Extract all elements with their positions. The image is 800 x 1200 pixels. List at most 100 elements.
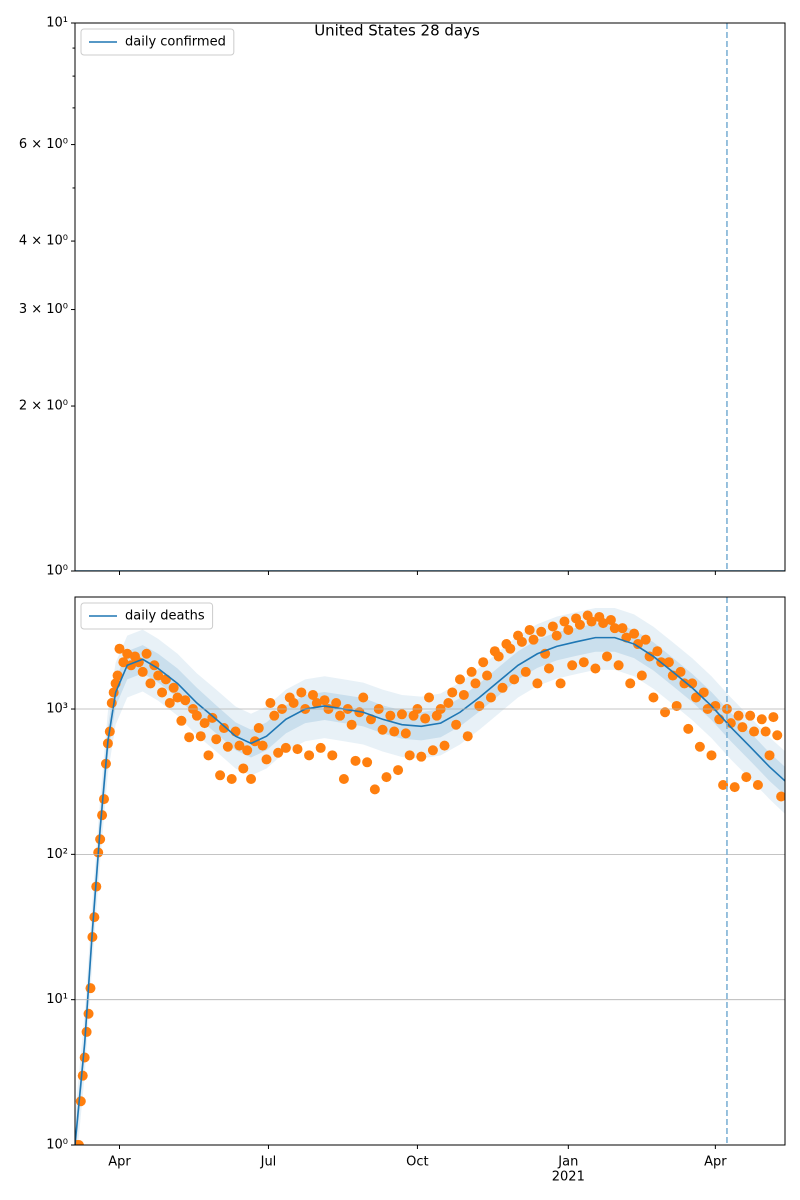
observed-point <box>454 674 465 685</box>
observed-point <box>706 750 717 761</box>
observed-point <box>609 623 620 634</box>
observed-point <box>358 692 369 703</box>
observed-point <box>315 742 326 753</box>
observed-point <box>180 695 191 706</box>
observed-point <box>439 740 450 751</box>
observed-point <box>238 763 249 774</box>
observed-point <box>629 628 640 639</box>
observed-point <box>369 784 380 795</box>
axes-frame <box>74 596 786 1146</box>
observed-point <box>118 657 129 668</box>
observed-point <box>617 623 628 634</box>
observed-point <box>749 726 760 737</box>
observed-point <box>586 616 597 627</box>
observed-point <box>195 731 206 742</box>
observed-point <box>752 780 763 791</box>
observed-point <box>532 678 543 689</box>
observed-point <box>141 648 152 659</box>
observed-point <box>396 709 407 720</box>
observed-point <box>304 750 315 761</box>
y-tick-label: 10² <box>46 847 68 862</box>
observed-point <box>81 1026 92 1037</box>
observed-point <box>447 687 458 698</box>
observed-point <box>493 651 504 662</box>
observed-point <box>261 754 272 765</box>
observed-point <box>257 740 268 751</box>
observed-point <box>660 707 671 718</box>
observed-point <box>222 741 233 752</box>
observed-point <box>184 732 195 743</box>
observed-point <box>246 773 257 784</box>
observed-point <box>79 1052 90 1063</box>
observed-point <box>393 765 404 776</box>
x-tick-label: Oct <box>406 1155 428 1170</box>
observed-point <box>207 712 218 723</box>
observed-point <box>404 750 415 761</box>
observed-point <box>625 678 636 689</box>
observed-point <box>478 657 489 668</box>
observed-point <box>605 614 616 625</box>
observed-point <box>164 698 175 709</box>
observed-point <box>474 700 485 711</box>
observed-point <box>559 616 570 627</box>
observed-point <box>292 744 303 755</box>
observed-point <box>648 692 659 703</box>
observed-point <box>218 723 229 734</box>
observed-point <box>745 710 756 721</box>
observed-point <box>331 698 342 709</box>
observed-point <box>242 745 253 756</box>
observed-point <box>424 692 435 703</box>
observed-point <box>122 648 133 659</box>
chart-title: United States 28 days <box>314 22 480 40</box>
observed-point <box>524 624 535 635</box>
legend-label: daily deaths <box>125 609 205 624</box>
y-tick-label: 3 × 10⁰ <box>19 302 68 317</box>
observed-point <box>77 1070 88 1081</box>
observed-point <box>269 710 280 721</box>
legend-box <box>80 28 235 56</box>
observed-point <box>733 710 744 721</box>
observed-point <box>203 750 214 761</box>
observed-point <box>718 780 729 791</box>
y-tick-label: 10³ <box>46 702 68 717</box>
observed-point <box>288 698 299 709</box>
observed-point <box>389 726 400 737</box>
x-tick-label: Jul <box>260 1155 277 1170</box>
observed-point <box>640 634 651 645</box>
observed-point <box>543 663 554 674</box>
observed-point <box>698 687 709 698</box>
observed-point <box>362 757 373 768</box>
observed-point <box>536 626 547 637</box>
observed-point <box>253 723 264 734</box>
observed-point <box>85 983 96 994</box>
observed-point <box>211 734 222 745</box>
observed-point <box>644 651 655 662</box>
x-year-label: 2021 <box>552 1170 585 1185</box>
observed-point <box>458 689 469 700</box>
observed-point <box>350 755 361 766</box>
observed-point <box>652 646 663 657</box>
observed-point <box>567 660 578 671</box>
observed-point <box>168 682 179 693</box>
observed-point <box>485 692 496 703</box>
x-tick-label: Apr <box>108 1155 131 1170</box>
observed-point <box>385 710 396 721</box>
observed-point <box>226 773 237 784</box>
observed-point <box>776 791 785 802</box>
observed-point <box>83 1008 94 1019</box>
legend-box <box>80 602 214 630</box>
observed-point <box>466 666 477 677</box>
observed-point <box>75 1096 86 1107</box>
observed-point <box>75 1140 84 1145</box>
observed-point <box>768 712 779 723</box>
observed-point <box>482 670 493 681</box>
y-tick-label: 4 × 10⁰ <box>19 234 68 249</box>
observed-point <box>137 666 148 677</box>
observed-point <box>772 730 783 741</box>
observed-point <box>199 718 210 729</box>
observed-point <box>377 724 388 735</box>
observed-point <box>172 692 183 703</box>
observed-point <box>520 666 531 677</box>
